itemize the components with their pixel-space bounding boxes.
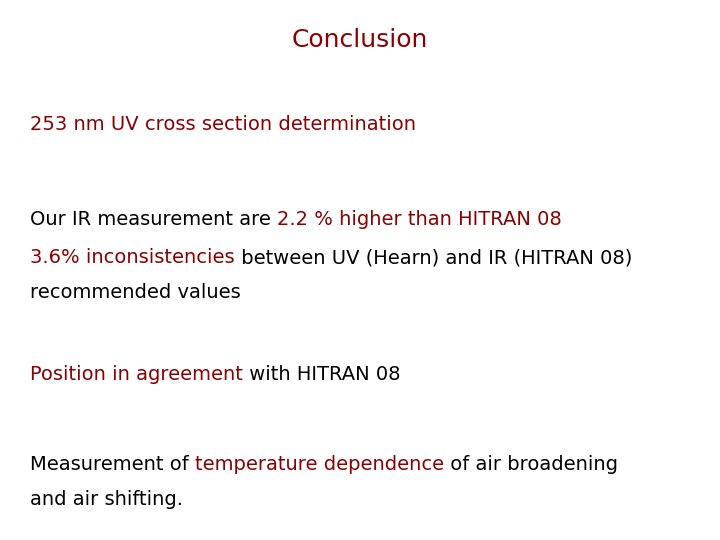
Text: recommended values: recommended values <box>30 283 240 302</box>
Text: temperature dependence: temperature dependence <box>195 455 444 474</box>
Text: Conclusion: Conclusion <box>292 28 428 52</box>
Text: and air shifting.: and air shifting. <box>30 490 183 509</box>
Text: Our IR measurement are: Our IR measurement are <box>30 210 277 229</box>
Text: 253 nm UV cross section determination: 253 nm UV cross section determination <box>30 115 416 134</box>
Text: of air broadening: of air broadening <box>444 455 618 474</box>
Text: Measurement of: Measurement of <box>30 455 195 474</box>
Text: 2.2 % higher than HITRAN 08: 2.2 % higher than HITRAN 08 <box>277 210 562 229</box>
Text: with HITRAN 08: with HITRAN 08 <box>243 365 400 384</box>
Text: between UV (Hearn) and IR (HITRAN 08): between UV (Hearn) and IR (HITRAN 08) <box>235 248 632 267</box>
Text: 3.6% inconsistencies: 3.6% inconsistencies <box>30 248 235 267</box>
Text: Position in agreement: Position in agreement <box>30 365 243 384</box>
